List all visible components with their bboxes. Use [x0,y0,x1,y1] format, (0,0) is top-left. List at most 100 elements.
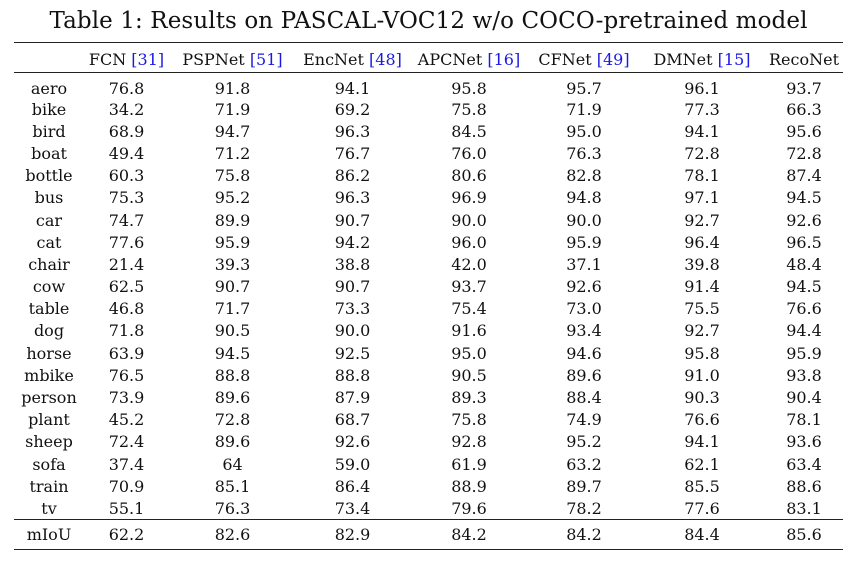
table-cell: 82.9 [296,519,409,551]
table-cell: 89.7 [566,476,602,496]
table-cell: 86.4 [334,476,371,496]
table-cell: 92.6 [566,277,602,297]
table-cell: 69.2 [334,99,371,119]
table-cell: 95.0 [566,121,602,141]
table-cell: 94.5 [214,343,251,363]
method-name: PSPNet [182,49,245,69]
column-header: DMNet [15] [639,42,765,73]
citation-link[interactable]: [16] [487,49,521,69]
row-label: cow [32,277,66,297]
table-cell: 78.1 [684,166,720,186]
table-cell: 88.4 [566,388,602,408]
table-cell: 94.5 [786,277,822,297]
table-cell: 94.1 [684,121,720,141]
table-cell: 60.3 [108,166,145,186]
table-cell: 87.4 [786,166,822,186]
table-cell: 90.7 [334,277,371,297]
table-cell: 83.1 [786,498,822,518]
table-cell: 78.1 [786,410,822,430]
table-row: dog 71.8 90.5 90.0 91.6 93.4 92.7 94.4 [14,320,843,342]
table-cell: 93.6 [786,432,822,452]
table-cell: 96.1 [684,79,720,98]
table-cell: 95.0 [451,343,487,363]
table-cell: 73.4 [334,498,371,518]
column-header: PSPNet [51] [169,42,296,73]
method-name: APCNet [417,49,483,69]
table-cell: 76.8 [108,79,145,98]
table-cell: 76.0 [451,143,487,163]
citation-link[interactable]: [15] [717,49,751,69]
row-label: plant [28,410,70,430]
table-cell: 64 [222,454,243,474]
table-cell: 78.2 [566,498,602,518]
table-cell: 62.2 [84,519,169,551]
table-cell: 76.6 [684,410,720,430]
table-cell: 94.4 [786,321,822,341]
table-cell: 72.8 [786,143,822,163]
citation-link[interactable]: [31] [131,49,165,69]
table-cell: 70.9 [108,476,145,496]
table-cell: 93.8 [786,365,822,385]
table-cell: 85.1 [214,476,251,496]
row-label: chair [28,254,70,274]
table-caption: Table 1: Results on PASCAL-VOC12 w/o COC… [49,8,808,34]
table-cell: 48.4 [786,254,822,274]
row-label: sofa [32,454,66,474]
header-row: FCN [31] PSPNet [51] EncNet [48] APCNet [16… [14,42,843,73]
table-cell: 75.4 [451,299,487,319]
table-summary: mIoU 62.2 82.6 82.9 84.2 84.2 84.4 85.6 [14,519,843,551]
method-name: FCN [88,49,127,69]
table-cell: 71.9 [566,99,602,119]
table-cell: 91.6 [451,321,487,341]
table-row: bottle 60.3 75.8 86.2 80.6 82.8 78.1 87.4 [14,165,843,187]
table-cell: 75.8 [451,410,487,430]
table-cell: 73.0 [566,299,602,319]
table-row: bus 75.3 95.2 96.3 96.9 94.8 97.1 94.5 [14,187,843,209]
table-cell: 90.0 [334,321,371,341]
table-row: horse 63.9 94.5 92.5 95.0 94.6 95.8 95.9 [14,342,843,364]
table-cell: 95.6 [786,121,822,141]
table-cell: 38.8 [334,254,371,274]
table-cell: 89.6 [566,365,602,385]
row-label: bird [32,121,66,141]
row-label: car [35,210,63,230]
row-label: mbike [24,365,74,385]
row-label: boat [31,143,67,163]
table-cell: 90.5 [451,365,487,385]
citation-link[interactable]: [49] [596,49,630,69]
table-cell: 84.2 [529,519,639,551]
table-cell: 91.0 [684,365,720,385]
table-cell: 88.8 [214,365,251,385]
table-cell: 94.8 [566,188,602,208]
row-label: bottle [25,166,73,186]
row-label: dog [33,321,65,341]
table-cell: 37.1 [566,254,602,274]
citation-link[interactable]: [48] [369,49,402,69]
table-cell: 76.3 [566,143,602,163]
table-cell: 73.9 [108,388,145,408]
table-cell: 91.8 [214,79,251,98]
table-cell: 88.8 [334,365,371,385]
table-row: boat 49.4 71.2 76.7 76.0 76.3 72.8 72.8 [14,142,843,164]
table-cell: 85.6 [765,519,843,551]
table-cell: 71.8 [108,321,145,341]
table-cell: 71.7 [214,299,251,319]
table-cell: 96.3 [334,121,371,141]
table-cell: 84.2 [409,519,529,551]
row-label: horse [26,343,72,363]
table-cell: 76.6 [786,299,822,319]
column-header: CFNet [49] [529,42,639,73]
row-label: cat [36,232,62,252]
table-cell: 75.3 [108,188,145,208]
table-cell: 77.6 [684,498,720,518]
table-cell: 76.3 [214,498,251,518]
table-cell: 71.2 [214,143,251,163]
table-cell: 92.6 [334,432,371,452]
citation-link[interactable]: [51] [249,49,283,69]
header-corner [14,42,84,73]
table-cell: 80.6 [451,166,487,186]
table-cell: 72.4 [108,432,145,452]
table-cell: 75.8 [451,99,487,119]
table-cell: 93.7 [451,277,487,297]
table-cell: 59.0 [334,454,371,474]
